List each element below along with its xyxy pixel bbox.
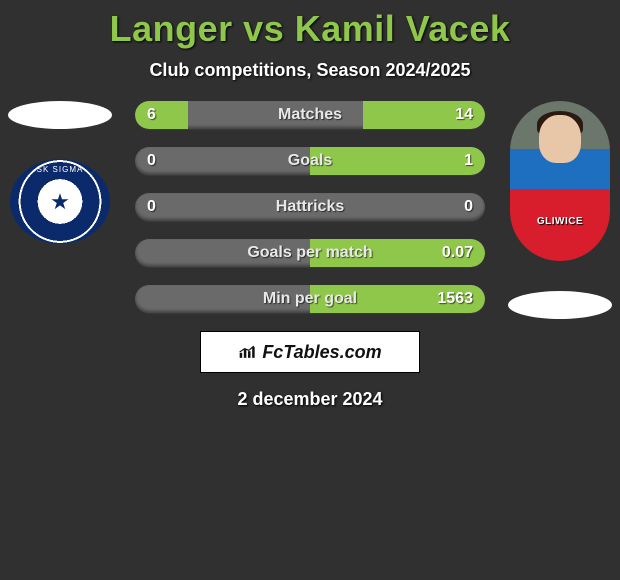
stat-value-left: 6 — [147, 106, 156, 124]
subtitle: Club competitions, Season 2024/2025 — [0, 60, 620, 81]
page-title: Langer vs Kamil Vacek — [0, 0, 620, 50]
stat-label: Goals per match — [247, 244, 372, 262]
stat-value-right: 1 — [464, 152, 473, 170]
right-photo-placeholder — [508, 291, 612, 319]
stat-bar: Min per goal 1563 — [135, 285, 485, 313]
left-club-badge — [10, 159, 110, 244]
stat-fill-left — [135, 101, 188, 129]
portrait-head — [539, 115, 581, 163]
stat-value-left: 0 — [147, 152, 156, 170]
stat-label: Goals — [288, 152, 332, 170]
stat-label: Min per goal — [263, 290, 357, 308]
branding-badge[interactable]: FcTables.com — [200, 331, 420, 373]
stat-label: Hattricks — [276, 198, 344, 216]
stat-value-left: 0 — [147, 198, 156, 216]
comparison-layout: GLIWICE 6 Matches 14 0 Goals 1 0 Hattricks 0 Goal… — [0, 101, 620, 410]
stat-label: Matches — [278, 106, 342, 124]
left-player-column — [5, 101, 115, 244]
generated-date: 2 december 2024 — [0, 389, 620, 410]
stat-value-right: 0 — [464, 198, 473, 216]
chart-icon — [238, 344, 258, 360]
branding-text: FcTables.com — [262, 342, 381, 363]
stat-bars: 6 Matches 14 0 Goals 1 0 Hattricks 0 Goals per ma… — [135, 101, 485, 313]
stat-bar: 0 Hattricks 0 — [135, 193, 485, 221]
right-player-column: GLIWICE — [505, 101, 615, 319]
stat-bar: Goals per match 0.07 — [135, 239, 485, 267]
stat-value-right: 0.07 — [442, 244, 473, 262]
left-photo-placeholder — [8, 101, 112, 129]
stat-value-right: 14 — [455, 106, 473, 124]
jersey-text: GLIWICE — [537, 216, 583, 227]
stat-bar: 0 Goals 1 — [135, 147, 485, 175]
right-player-portrait: GLIWICE — [510, 101, 610, 261]
stat-bar: 6 Matches 14 — [135, 101, 485, 129]
stat-fill-right — [310, 147, 485, 175]
stat-value-right: 1563 — [437, 290, 473, 308]
